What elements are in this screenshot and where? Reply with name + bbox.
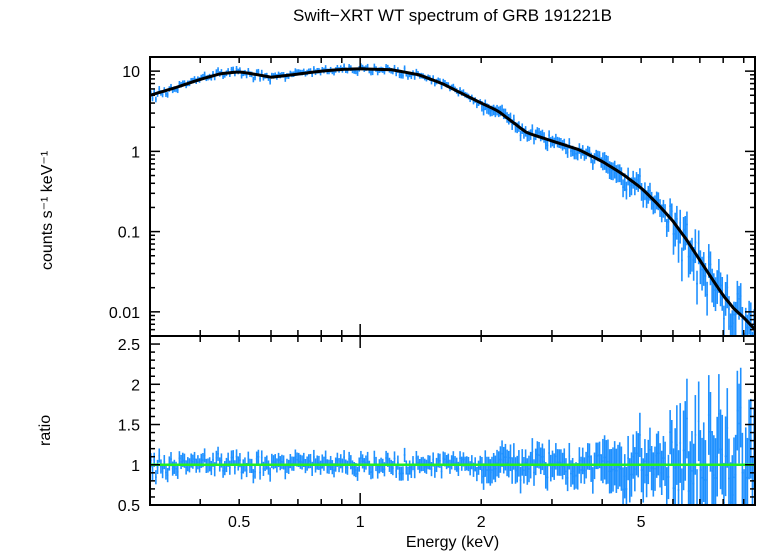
x-axis-label: Energy (keV): [405, 534, 500, 551]
x-tick-label: 2: [477, 514, 486, 531]
spectrum-frame: [149, 56, 756, 337]
spectrum-y-tick-label: 0.01: [109, 305, 140, 322]
spectrum-data-points: [150, 63, 755, 337]
spectrum-y-tick-label: 10: [122, 64, 140, 81]
ratio-data-points: [150, 367, 755, 506]
y-axis-label-ratio: ratio: [37, 414, 54, 446]
ratio-y-tick-label: 2.5: [118, 337, 140, 354]
ratio-frame: [149, 335, 756, 506]
ratio-y-tick-label: 1.5: [118, 418, 140, 435]
ratio-y-tick-label: 0.5: [118, 498, 140, 515]
y-axis-label-spectrum: counts s⁻¹ keV⁻¹: [39, 150, 56, 270]
spectrum-y-tick-label: 1: [131, 144, 140, 161]
x-tick-label: 1: [356, 514, 365, 531]
x-tick-label: 0.5: [228, 514, 250, 531]
ratio-y-tick-label: 1: [131, 458, 140, 475]
spectrum-y-tick-label: 0.1: [118, 225, 140, 242]
model-line: [149, 67, 757, 331]
x-tick-label: 5: [637, 514, 646, 531]
chart-title: Swift−XRT WT spectrum of GRB 191221B: [293, 6, 612, 25]
ratio-y-tick-label: 2: [131, 377, 140, 394]
